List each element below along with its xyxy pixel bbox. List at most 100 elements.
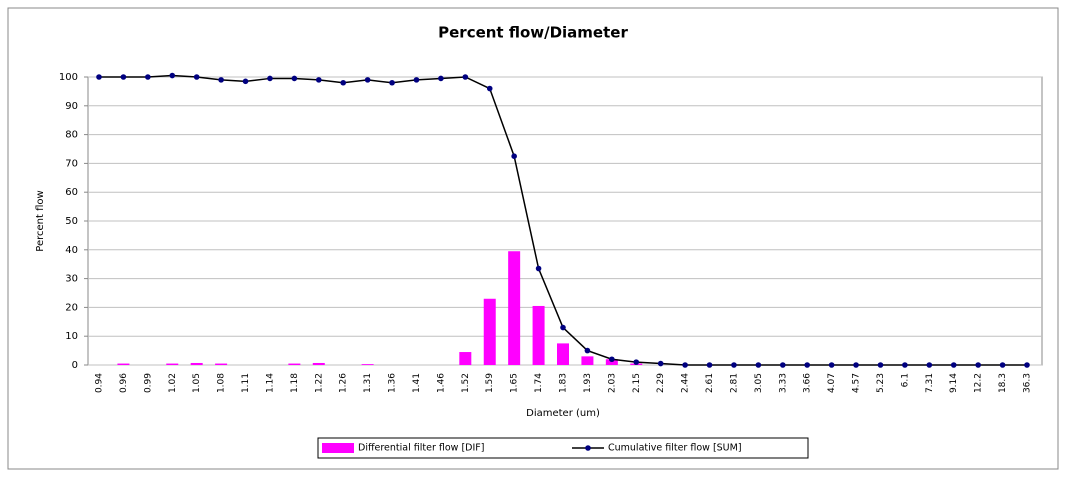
marker	[804, 362, 811, 368]
marker	[193, 74, 200, 80]
y-tick-label: 70	[65, 158, 78, 169]
bar	[605, 359, 618, 365]
x-tick-label: 2.03	[607, 373, 617, 393]
marker	[682, 362, 688, 368]
legend-marker	[585, 445, 591, 451]
marker	[413, 77, 420, 83]
y-tick-label: 40	[65, 245, 78, 256]
marker	[902, 362, 908, 368]
marker	[633, 359, 640, 365]
marker	[779, 362, 786, 368]
y-tick-label: 90	[65, 101, 78, 112]
marker	[96, 74, 102, 80]
bar	[581, 356, 594, 365]
x-tick-label: 18.3	[998, 373, 1008, 393]
marker	[706, 362, 713, 368]
marker	[584, 347, 591, 354]
legend-swatch	[322, 443, 354, 453]
y-tick-label: 10	[65, 331, 78, 342]
x-tick-label: 0.94	[95, 373, 105, 393]
x-tick-label: 1.74	[534, 373, 544, 393]
marker	[560, 324, 566, 331]
legend-label: Differential filter flow [DIF]	[358, 443, 484, 454]
x-tick-label: 9.14	[949, 373, 959, 393]
x-tick-label: 1.31	[363, 373, 373, 393]
x-tick-label: 1.36	[388, 373, 398, 393]
x-tick-label: 1.52	[461, 373, 471, 393]
marker	[364, 77, 371, 83]
y-tick-label: 50	[65, 216, 78, 227]
marker	[438, 75, 444, 82]
y-axis-title: Percent flow	[35, 190, 46, 251]
x-tick-label: 1.18	[290, 373, 300, 393]
marker	[999, 362, 1006, 368]
x-tick-label: 1.08	[217, 373, 227, 393]
x-tick-label: 1.83	[559, 373, 569, 393]
y-tick-label: 100	[59, 72, 78, 83]
x-tick-label: 3.05	[754, 373, 764, 393]
y-tick-label: 0	[72, 360, 78, 371]
y-tick-label: 60	[65, 187, 78, 198]
marker	[120, 74, 127, 80]
bar	[190, 362, 203, 365]
x-tick-label: 5.23	[876, 373, 886, 393]
marker	[486, 85, 493, 92]
bar	[459, 352, 472, 365]
y-tick-label: 20	[65, 302, 78, 313]
marker	[828, 362, 835, 368]
marker	[340, 79, 347, 86]
marker	[926, 362, 933, 368]
x-tick-label: 1.22	[314, 373, 324, 393]
marker	[462, 74, 469, 80]
x-tick-label: 1.05	[192, 373, 202, 393]
bar	[508, 251, 521, 365]
marker	[389, 79, 395, 86]
x-tick-label: 1.41	[412, 373, 422, 393]
bar	[215, 363, 228, 365]
x-tick-label: 4.07	[827, 373, 837, 393]
x-tick-label: 3.66	[803, 373, 813, 393]
marker	[950, 362, 957, 368]
marker	[291, 75, 298, 82]
marker	[1024, 362, 1030, 368]
x-tick-label: 1.14	[265, 373, 275, 393]
chart-title: Percent flow/Diameter	[438, 24, 628, 42]
bar	[532, 305, 545, 365]
x-tick-label: 2.29	[656, 373, 666, 393]
marker	[975, 362, 981, 368]
x-tick-label: 4.57	[852, 373, 862, 393]
x-tick-label: 1.59	[485, 373, 495, 393]
x-tick-label: 1.46	[436, 373, 446, 393]
x-tick-label: 12.2	[974, 373, 984, 393]
x-tick-label: 36.3	[1023, 373, 1033, 393]
x-tick-label: 0.99	[143, 373, 153, 393]
marker	[242, 78, 249, 85]
bar	[483, 298, 496, 365]
x-tick-label: 1.02	[168, 373, 178, 393]
marker	[315, 77, 322, 83]
y-tick-label: 30	[65, 274, 78, 285]
x-tick-label: 1.93	[583, 373, 593, 393]
legend	[317, 437, 809, 459]
marker	[267, 75, 273, 82]
marker	[877, 362, 884, 368]
x-tick-label: 2.61	[705, 373, 715, 393]
bar	[557, 343, 569, 365]
bar	[312, 362, 325, 365]
x-tick-label: 1.26	[339, 373, 349, 393]
marker	[218, 77, 224, 83]
x-tick-label: 3.33	[778, 373, 788, 393]
y-tick-label: 80	[65, 130, 78, 141]
x-tick-label: 2.81	[729, 373, 739, 393]
x-axis-title: Diameter (um)	[526, 408, 600, 419]
bar	[361, 364, 374, 365]
marker	[853, 362, 859, 368]
x-tick-label: 1.11	[241, 373, 251, 393]
marker	[609, 356, 615, 363]
x-tick-label: 2.15	[632, 373, 642, 393]
marker	[755, 362, 762, 368]
marker	[169, 72, 176, 79]
marker	[145, 74, 151, 80]
x-tick-label: 7.31	[925, 373, 935, 393]
